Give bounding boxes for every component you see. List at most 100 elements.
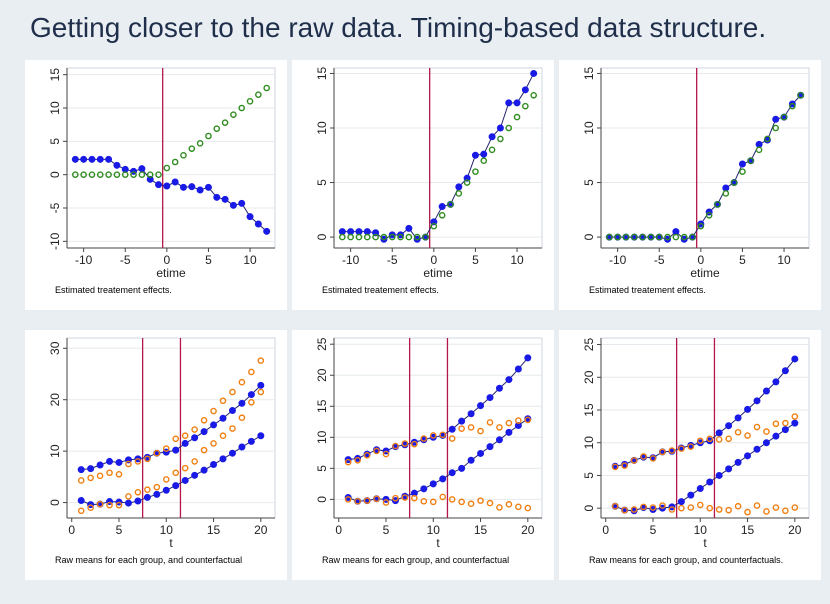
chart-top-middle: -10 -5 0 5 10 0 5 10 15 etime Estimated treatement… xyxy=(315,66,543,295)
data-point xyxy=(514,365,522,373)
data-point xyxy=(138,165,146,173)
x-axis-title: etime xyxy=(690,266,720,280)
data-point xyxy=(354,454,362,462)
data-point-hollow xyxy=(649,504,657,511)
data-point-hollow xyxy=(138,171,146,178)
x-tick-label: 0 xyxy=(430,253,437,267)
data-point-hollow xyxy=(447,201,454,208)
y-tick-label: 20 xyxy=(315,368,329,382)
data-point-hollow xyxy=(373,495,380,503)
data-point xyxy=(753,445,761,453)
x-tick-label: 15 xyxy=(741,523,755,537)
data-point xyxy=(96,155,104,163)
x-tick-label: 5 xyxy=(739,253,746,267)
data-point-hollow xyxy=(486,419,494,426)
data-point xyxy=(162,486,170,494)
data-point-hollow xyxy=(163,164,171,172)
data-point xyxy=(210,421,218,429)
data-point xyxy=(196,186,204,194)
data-point xyxy=(458,464,466,472)
y-tick-label: -5 xyxy=(48,202,62,213)
data-point xyxy=(505,99,513,107)
data-point-hollow xyxy=(630,233,638,241)
data-point xyxy=(448,469,456,477)
y-tick-label: 15 xyxy=(315,66,329,80)
data-point-hollow xyxy=(230,111,237,118)
data-point xyxy=(715,471,723,479)
data-point xyxy=(725,422,733,430)
y-tick-label: -10 xyxy=(48,232,62,250)
x-tick-label: 0 xyxy=(335,523,342,537)
data-point-hollow xyxy=(238,104,246,112)
data-point-hollow xyxy=(347,233,354,241)
data-point-hollow xyxy=(659,502,666,509)
data-point-hollow xyxy=(213,125,221,132)
data-point-hollow xyxy=(219,432,227,440)
data-point xyxy=(247,437,255,445)
data-point-hollow xyxy=(121,171,129,178)
plot-area xyxy=(333,337,543,519)
x-tick-label: 10 xyxy=(160,523,174,537)
data-point-hollow xyxy=(401,440,409,447)
data-point-hollow xyxy=(429,498,437,506)
data-point-hollow xyxy=(96,500,104,508)
data-point xyxy=(781,426,789,434)
y-tick-label: 5 xyxy=(582,472,596,479)
data-point-hollow xyxy=(363,497,371,504)
x-tick-label: 10 xyxy=(694,523,708,537)
data-point-hollow xyxy=(420,435,428,442)
data-point-hollow xyxy=(188,145,196,152)
y-tick-label: 15 xyxy=(315,399,329,413)
data-point-hollow xyxy=(248,398,255,406)
y-tick-label: 10 xyxy=(315,121,329,135)
y-tick-label: 0 xyxy=(48,171,62,178)
data-point-hollow xyxy=(88,171,96,178)
data-point-hollow xyxy=(87,504,94,512)
x-tick-label: 20 xyxy=(254,523,268,537)
data-point-hollow xyxy=(355,233,363,241)
x-tick-label: -10 xyxy=(75,253,93,267)
data-point xyxy=(715,429,723,437)
data-point-hollow xyxy=(622,233,630,241)
data-point xyxy=(88,155,96,163)
y-tick-label: 25 xyxy=(582,338,596,352)
data-point xyxy=(791,419,799,427)
data-point-hollow xyxy=(363,452,371,459)
data-point xyxy=(505,428,513,436)
data-point xyxy=(228,407,236,415)
data-point-hollow xyxy=(105,171,112,178)
data-point xyxy=(204,183,212,191)
data-point xyxy=(696,485,704,493)
data-point-hollow xyxy=(655,233,663,241)
data-point xyxy=(238,199,246,207)
plot-area xyxy=(600,67,810,249)
data-point-hollow xyxy=(649,455,657,462)
data-point-hollow xyxy=(87,474,94,482)
data-point-hollow xyxy=(772,124,780,132)
data-point xyxy=(725,465,733,473)
panel-bottom-middle: 0 5 10 15 20 0 5 10 15 20 25 t Raw means for each gr… xyxy=(292,330,554,580)
data-point-hollow xyxy=(739,168,746,175)
data-point xyxy=(405,224,413,232)
data-point-hollow xyxy=(401,494,409,501)
data-point xyxy=(172,446,180,454)
data-point-hollow xyxy=(505,419,513,427)
data-point-hollow xyxy=(791,504,799,511)
data-point-hollow xyxy=(382,499,390,506)
data-point-hollow xyxy=(789,102,796,110)
y-tick-label: 10 xyxy=(582,436,596,450)
data-point-hollow xyxy=(680,233,688,241)
data-point-hollow xyxy=(392,442,399,450)
data-point-hollow xyxy=(505,124,513,132)
data-point xyxy=(722,184,730,192)
plot-area xyxy=(66,337,276,519)
data-point-hollow xyxy=(753,502,761,509)
data-point-hollow xyxy=(219,397,227,405)
chart-bottom-right: 0 5 10 15 20 0 5 10 15 20 25 t Raw means for each gr… xyxy=(582,337,810,565)
y-tick-label: 5 xyxy=(48,138,62,145)
data-point xyxy=(488,133,496,141)
data-point-hollow xyxy=(497,135,504,143)
data-point xyxy=(188,183,196,191)
data-point xyxy=(105,155,113,163)
x-tick-label: -10 xyxy=(609,253,627,267)
